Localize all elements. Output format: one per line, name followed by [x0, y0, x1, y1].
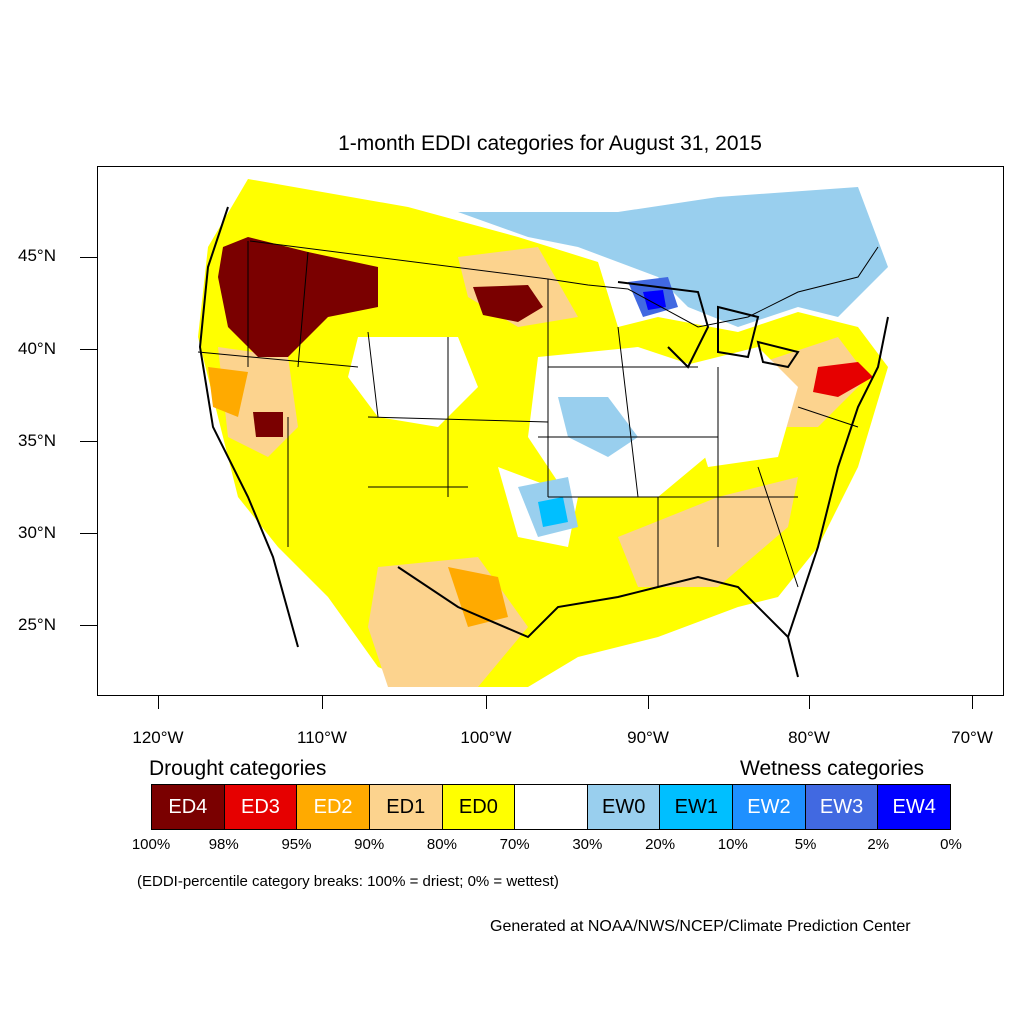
legend-category-ew0: EW0	[587, 785, 661, 829]
lat-label-45: 45°N	[18, 246, 56, 265]
legend-break-label: 0%	[940, 836, 962, 853]
legend-colorbar: ED4 ED3 ED2 ED1 ED0 EW0 EW1 EW2 EW3 EW4	[151, 784, 951, 830]
legend-category-ew4: EW4	[878, 785, 951, 829]
ed2-region	[208, 367, 248, 417]
lat-tick	[80, 257, 97, 258]
lon-tick	[809, 696, 810, 709]
drought-heading: Drought categories	[149, 757, 327, 780]
legend-category-ed1: ED1	[369, 785, 443, 829]
legend-category-ed3: ED3	[224, 785, 298, 829]
lat-label-30: 30°N	[18, 523, 56, 542]
ed3-region	[813, 362, 873, 397]
ed4-region	[218, 237, 378, 357]
white-region	[348, 337, 478, 427]
legend-break-label: 95%	[281, 836, 312, 853]
lon-tick	[322, 696, 323, 709]
ed4-region	[473, 285, 543, 322]
legend-category-ed2: ED2	[297, 785, 370, 829]
ew0-region	[558, 397, 638, 457]
lon-label-80: 80°W	[788, 728, 830, 747]
lon-label-100: 100°W	[460, 728, 512, 747]
ew4-region	[643, 290, 666, 310]
lon-tick	[972, 696, 973, 709]
legend-category-ew1: EW1	[660, 785, 734, 829]
pacific-coast	[198, 206, 299, 648]
legend-break-label: 100%	[131, 836, 171, 853]
wetness-heading: Wetness categories	[740, 757, 925, 780]
eddi-map	[197, 179, 889, 687]
legend-break-label: 70%	[499, 836, 530, 853]
great-lakes	[617, 281, 800, 369]
ed4-region	[253, 412, 283, 437]
boundaries	[197, 206, 889, 678]
ew1-region	[538, 497, 568, 527]
lon-tick	[158, 696, 159, 709]
lat-tick	[80, 349, 97, 350]
us-canada-border	[249, 240, 879, 328]
lat-label-35: 35°N	[18, 431, 56, 450]
lon-label-90: 90°W	[627, 728, 669, 747]
credit-text: Generated at NOAA/NWS/NCEP/Climate Predi…	[490, 918, 911, 935]
legend-break-label: 2%	[867, 836, 890, 853]
category-shading	[198, 179, 888, 687]
gulf-coast	[397, 566, 799, 678]
ew0-region	[458, 187, 888, 327]
legend-category-ed0: ED0	[442, 785, 516, 829]
state-borders	[197, 241, 859, 588]
atlantic-coast	[787, 316, 889, 638]
legend-break-label: 30%	[572, 836, 603, 853]
lon-tick	[648, 696, 649, 709]
lat-tick	[80, 625, 97, 626]
legend-category-ew2: EW2	[733, 785, 806, 829]
lon-label-70: 70°W	[951, 728, 993, 747]
lat-label-25: 25°N	[18, 615, 56, 634]
legend-break-label: 10%	[717, 836, 748, 853]
lon-tick	[486, 696, 487, 709]
lat-tick	[80, 533, 97, 534]
ed1-region	[618, 477, 798, 587]
lon-label-110: 110°W	[297, 728, 347, 747]
lat-tick	[80, 441, 97, 442]
legend-category-ew3: EW3	[805, 785, 879, 829]
lat-label-40: 40°N	[18, 339, 56, 358]
map-title: 1-month EDDI categories for August 31, 2…	[338, 132, 762, 155]
legend-break-label: 90%	[354, 836, 385, 853]
ed2-region	[448, 567, 508, 627]
legend-break-label: 80%	[426, 836, 457, 853]
category-note: (EDDI-percentile category breaks: 100% =…	[137, 873, 559, 890]
map-panel	[97, 166, 1004, 696]
legend-break-label: 20%	[645, 836, 676, 853]
legend-break-label: 5%	[794, 836, 817, 853]
legend-category-normal	[515, 785, 588, 829]
legend-category-ed4: ED4	[152, 785, 225, 829]
lon-label-120: 120°W	[132, 728, 184, 747]
legend-break-label: 98%	[208, 836, 239, 853]
